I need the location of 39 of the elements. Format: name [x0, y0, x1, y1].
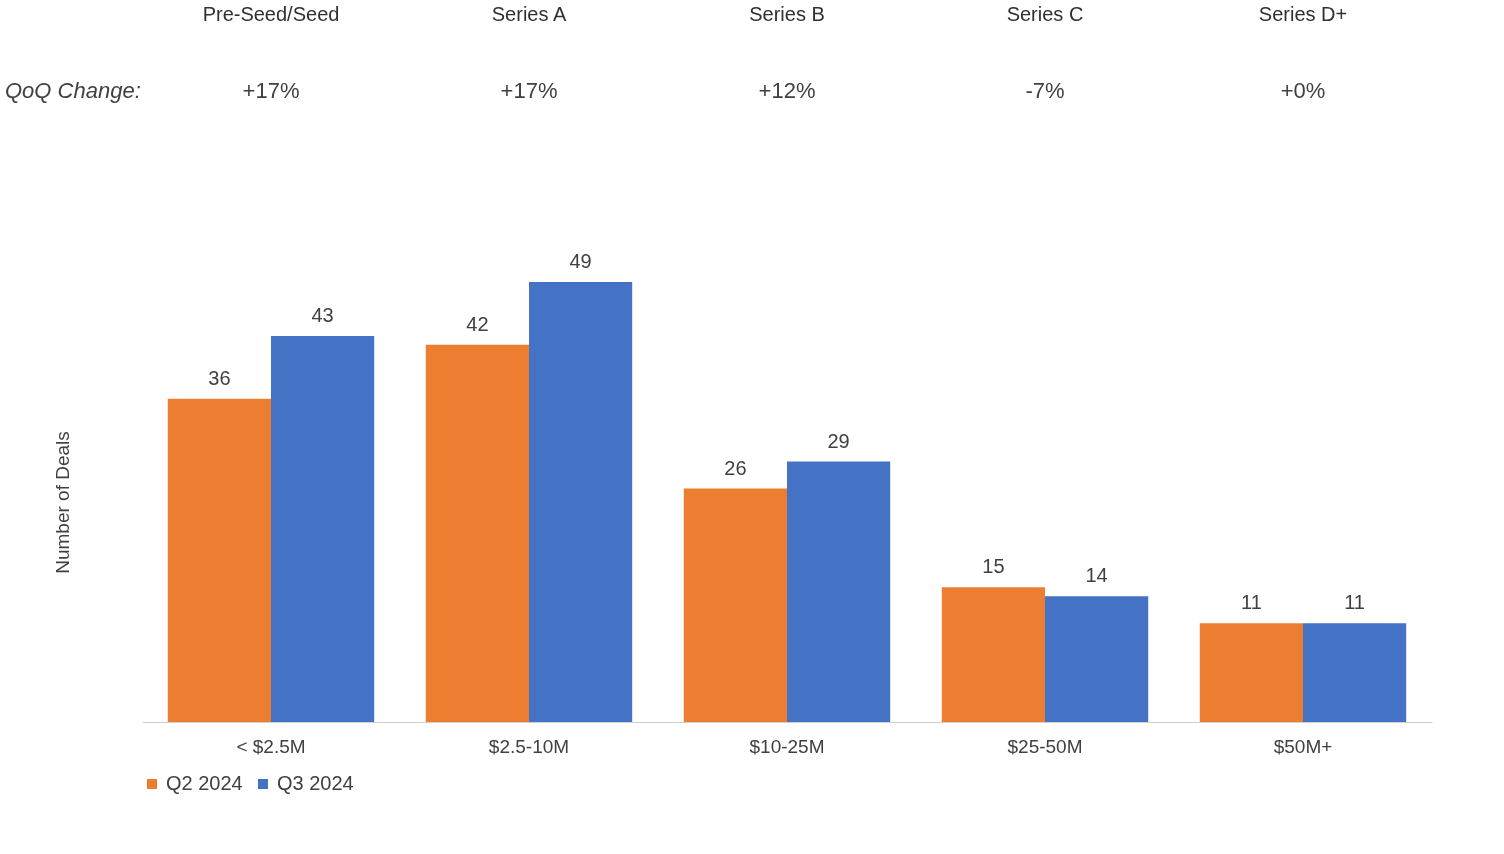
text: Series C — [1006, 3, 1084, 25]
text: -7% — [1025, 78, 1065, 103]
legend-label: Q3 2024 — [277, 772, 354, 794]
data-label: 43 — [311, 303, 334, 326]
data-label: 42 — [466, 312, 489, 335]
bar — [941, 587, 1045, 722]
x-tick-label: < $2.5M — [236, 735, 306, 757]
bar — [425, 344, 529, 722]
text: +0% — [1280, 78, 1326, 103]
x-tick-label: $2.5-10M — [488, 735, 570, 757]
x-tick-label: $10-25M — [749, 735, 825, 757]
bar — [167, 398, 271, 722]
bar — [1303, 623, 1407, 722]
x-tick-label: $25-50M — [1007, 735, 1083, 757]
text: +12% — [758, 78, 816, 103]
bar — [1199, 623, 1303, 722]
data-label: 11 — [1241, 591, 1262, 614]
text: +17% — [242, 78, 300, 103]
data-label: 11 — [1344, 591, 1365, 614]
data-label: 29 — [827, 429, 850, 452]
text: +17% — [500, 78, 558, 103]
text: Series A — [491, 3, 567, 25]
bar — [1045, 596, 1149, 722]
data-label: 49 — [569, 250, 592, 272]
x-tick-label: $50M+ — [1273, 735, 1333, 757]
legend-label: Q2 2024 — [166, 772, 243, 794]
data-label: 36 — [208, 366, 231, 389]
data-label: 26 — [724, 456, 747, 479]
bar — [787, 461, 891, 722]
text: Series B — [749, 3, 825, 25]
bar — [683, 488, 787, 722]
text: Pre-Seed/Seed — [202, 3, 340, 25]
bar — [271, 335, 375, 722]
text: QoQ Change: — [5, 78, 141, 103]
bar — [529, 282, 633, 722]
y-axis-title: Number of Deals — [51, 431, 73, 574]
data-label: 15 — [982, 555, 1005, 578]
text: Series D+ — [1258, 3, 1348, 25]
data-label: 14 — [1085, 564, 1108, 587]
